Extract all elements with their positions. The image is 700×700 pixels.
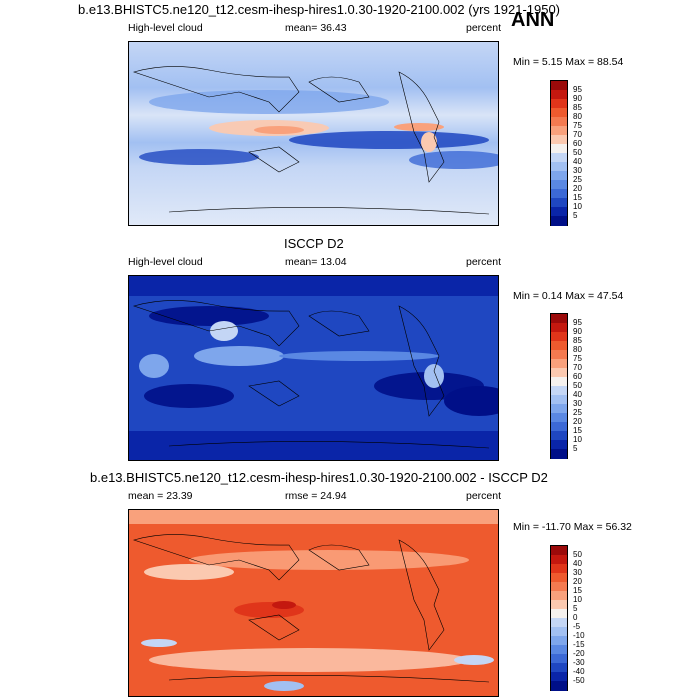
cbar-tick-label: 15 [573, 586, 582, 595]
cbar-tick-label: 85 [573, 103, 582, 112]
panel-1-mean-label: mean= 36.43 [285, 22, 347, 34]
panel-3-map [128, 509, 499, 697]
cbar-tick-label: 40 [573, 390, 582, 399]
cbar-tick-label: 70 [573, 363, 582, 372]
panel-3-minmax: Min = -11.70 Max = 56.32 [513, 521, 632, 533]
panel-2-units-label: percent [466, 256, 502, 268]
cbar-tick-label: 40 [573, 559, 582, 568]
cbar-tick-label: 20 [573, 577, 582, 586]
cbar-tick-label: -30 [573, 658, 585, 667]
cbar-cell [551, 216, 567, 226]
p2-warm-pool-core [210, 321, 238, 341]
panel-2-minmax: Min = 0.14 Max = 47.54 [513, 290, 624, 302]
panel-2-variable-label: High-level cloud [128, 256, 203, 268]
p1-warm-pool-core [254, 126, 304, 134]
cbar-tick-label: 80 [573, 112, 582, 121]
cbar-tick-label: 10 [573, 435, 582, 444]
panel-3-mean-label: mean = 23.39 [128, 490, 193, 502]
cbar-tick-label: 30 [573, 399, 582, 408]
cbar-tick-label: 75 [573, 121, 582, 130]
cbar-tick-label: 60 [573, 139, 582, 148]
cbar-tick-label: -10 [573, 631, 585, 640]
cbar-tick-label: 15 [573, 426, 582, 435]
cbar-cell [551, 681, 567, 691]
p1-band-south-atlantic [409, 151, 498, 169]
cbar-tick-label: -40 [573, 667, 585, 676]
cbar-tick-label: 70 [573, 130, 582, 139]
cbar-tick-label: 15 [573, 193, 582, 202]
p3-blue-patch-3 [454, 655, 494, 665]
panel-3-rmse-label: rmse = 24.94 [285, 490, 347, 502]
p1-band-east-pacific [289, 131, 489, 149]
cbar-tick-label: 5 [573, 604, 578, 613]
cbar-tick-label: 50 [573, 550, 582, 559]
p2-dark-south-atlantic [444, 386, 498, 416]
p3-pale-tropics [144, 564, 234, 580]
panel-1-variable-label: High-level cloud [128, 22, 203, 34]
cbar-tick-label: 10 [573, 595, 582, 604]
panel-2-colorbar [550, 313, 568, 459]
p3-coastlines [132, 534, 490, 683]
cbar-tick-label: 90 [573, 94, 582, 103]
p3-warm-pool-peak [272, 601, 296, 609]
cbar-tick-label: 20 [573, 184, 582, 193]
panel-2-title: ISCCP D2 [284, 236, 344, 251]
p2-itcz [279, 351, 439, 361]
p3-blue-patch-1 [141, 639, 177, 647]
cbar-tick-label: 25 [573, 408, 582, 417]
p2-amazon [424, 364, 444, 388]
season-label: ANN [511, 9, 555, 31]
cbar-tick-label: 30 [573, 568, 582, 577]
panel-3-title: b.e13.BHISTC5.ne120_t12.cesm-ihesp-hires… [90, 470, 548, 485]
cbar-tick-label: 95 [573, 318, 582, 327]
panel-2-map [128, 275, 499, 461]
cbar-tick-label: 0 [573, 613, 578, 622]
p1-amazon [421, 132, 437, 152]
p2-warm-pool [194, 346, 284, 366]
cbar-tick-label: 90 [573, 327, 582, 336]
cbar-tick-label: 80 [573, 345, 582, 354]
p3-pale-north [189, 550, 469, 570]
panel-2-mean-label: mean= 13.04 [285, 256, 347, 268]
cbar-cell [551, 449, 567, 459]
cbar-tick-label: 50 [573, 148, 582, 157]
p2-dark-south-indian [144, 384, 234, 408]
cbar-tick-label: 20 [573, 417, 582, 426]
cbar-tick-label: 95 [573, 85, 582, 94]
cbar-tick-label: 5 [573, 444, 578, 453]
panel-3-colorbar [550, 545, 568, 691]
cbar-tick-label: -5 [573, 622, 581, 631]
p1-band-south-indian [139, 149, 259, 165]
panel-1-units-label: percent [466, 22, 502, 34]
panel-1-map [128, 41, 499, 226]
p2-dark-subtropics-north [149, 306, 269, 326]
cbar-tick-label: 30 [573, 166, 582, 175]
p1-itcz [394, 123, 444, 131]
p2-africa [139, 354, 169, 378]
cbar-tick-label: 5 [573, 211, 578, 220]
cbar-tick-label: 10 [573, 202, 582, 211]
p3-blue-patch-2 [264, 681, 304, 691]
panel-3-units-label: percent [466, 490, 502, 502]
cbar-tick-label: -20 [573, 649, 585, 658]
p2-coastlines [132, 300, 490, 449]
cbar-tick-label: 60 [573, 372, 582, 381]
cbar-tick-label: 75 [573, 354, 582, 363]
panel-1-minmax: Min = 5.15 Max = 88.54 [513, 56, 624, 68]
panel-1-colorbar [550, 80, 568, 226]
cbar-tick-label: 25 [573, 175, 582, 184]
cbar-tick-label: 85 [573, 336, 582, 345]
cbar-tick-label: -50 [573, 676, 585, 685]
cbar-tick-label: -15 [573, 640, 585, 649]
case-title: b.e13.BHISTC5.ne120_t12.cesm-ihesp-hires… [78, 2, 561, 17]
p3-pale-south [149, 648, 469, 672]
p1-coastlines [132, 66, 490, 215]
cbar-tick-label: 40 [573, 157, 582, 166]
cbar-tick-label: 50 [573, 381, 582, 390]
